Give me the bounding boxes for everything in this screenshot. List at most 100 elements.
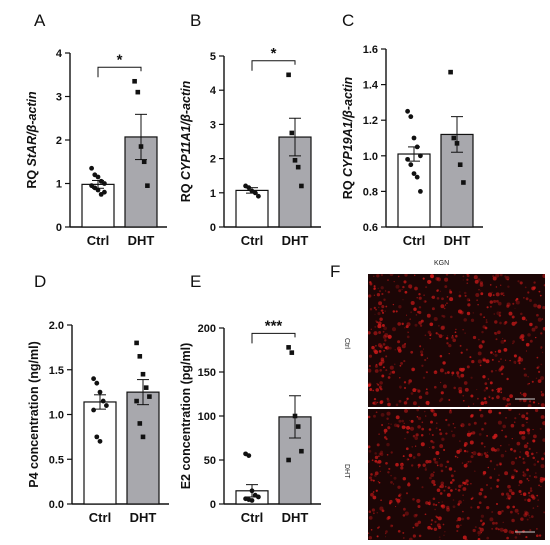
fluorescent-spot: [408, 419, 411, 421]
fluorescent-spot: [502, 424, 507, 429]
fluorescent-spot: [518, 484, 520, 487]
fluorescent-spot: [403, 386, 407, 390]
fluorescent-spot: [394, 363, 396, 365]
fluorescent-spot: [486, 484, 488, 486]
fluorescent-spot: [418, 296, 422, 300]
fluorescent-spot: [396, 424, 400, 428]
fluorescent-spot: [507, 279, 509, 281]
y-tick-label: 0.5: [49, 454, 64, 466]
fluorescent-spot: [498, 314, 502, 317]
fluorescent-spot: [368, 364, 372, 368]
fluorescent-spot: [526, 383, 530, 386]
fluorescent-spot: [529, 529, 532, 532]
fluorescent-spot: [514, 508, 519, 513]
fluorescent-spot: [376, 274, 380, 278]
fluorescent-spot: [542, 274, 545, 278]
fluorescent-spot: [425, 400, 430, 405]
fluorescent-spot: [484, 422, 487, 425]
y-tick-label: 4: [56, 48, 63, 60]
fluorescent-spot: [377, 459, 382, 464]
fluorescent-spot: [425, 286, 428, 289]
fluorescent-spot: [388, 372, 392, 376]
fluorescent-spot: [444, 372, 447, 375]
fluorescent-spot: [419, 324, 423, 327]
fluorescent-spot: [434, 508, 436, 511]
data-point-dht: [143, 385, 149, 390]
fluorescent-spot: [387, 334, 392, 339]
fluorescent-spot: [454, 455, 457, 458]
fluorescent-spot: [420, 353, 424, 357]
fluorescent-spot: [434, 483, 436, 486]
fluorescent-spot: [384, 431, 387, 434]
y-tick-label: 2: [210, 154, 216, 166]
fluorescent-spot: [416, 498, 421, 503]
fluorescent-spot: [464, 332, 466, 334]
fluorescent-spot: [435, 451, 440, 455]
fluorescent-spot: [513, 421, 516, 423]
fluorescent-spot: [457, 488, 461, 492]
fluorescent-spot: [374, 471, 379, 476]
x-tick-label-dht: DHT: [282, 233, 309, 248]
fluorescent-spot: [391, 524, 394, 527]
fluorescent-spot: [504, 435, 508, 438]
fluorescent-spot: [435, 332, 438, 335]
fluorescent-spot: [407, 409, 411, 411]
y-tick-label: 100: [198, 411, 216, 423]
y-tick-label: 5: [210, 51, 216, 63]
fluorescent-spot: [425, 391, 429, 395]
fluorescent-spot: [463, 400, 465, 402]
fluorescent-spot: [526, 421, 528, 424]
fluorescent-spot: [423, 294, 425, 297]
fluorescent-spot: [402, 531, 405, 534]
fluorescent-spot: [413, 513, 418, 518]
fluorescent-spot: [524, 498, 527, 502]
fluorescent-spot: [389, 365, 394, 370]
fluorescent-spot: [390, 451, 393, 454]
fluorescent-spot: [372, 401, 375, 405]
fluorescent-spot: [447, 371, 450, 374]
fluorescent-spot: [377, 383, 380, 386]
fluorescent-spot: [527, 479, 530, 482]
data-point-dht: [454, 141, 460, 146]
fluorescent-spot: [387, 471, 390, 474]
fluorescent-spot: [445, 418, 448, 422]
fluorescent-spot: [390, 474, 392, 477]
fluorescent-spot: [513, 449, 517, 453]
fluorescence-dht: [368, 409, 545, 540]
fluorescent-spot: [406, 314, 408, 316]
fluorescent-spot: [515, 299, 518, 302]
significance-bracket: [251, 60, 296, 71]
data-point-ctrl: [246, 453, 252, 458]
data-point-dht: [140, 371, 146, 377]
fluorescent-spot: [402, 477, 406, 481]
fluorescent-spot: [479, 409, 482, 412]
fluorescent-spot: [408, 453, 413, 458]
fluorescent-spot: [504, 471, 509, 476]
fluorescent-spot: [378, 350, 382, 353]
y-tick-label: 0: [56, 222, 62, 234]
fluorescent-spot: [478, 534, 480, 537]
fluorescent-spot: [491, 397, 494, 400]
y-tick-label: 1.4: [363, 80, 379, 92]
fluorescent-spot: [522, 392, 527, 397]
fluorescent-spot: [410, 311, 413, 314]
fluorescent-spot: [470, 455, 474, 459]
fluorescent-spot: [379, 317, 383, 322]
x-tick-label-ctrl: Ctrl: [241, 233, 263, 248]
fluorescent-spot: [535, 534, 539, 538]
fluorescent-spot: [493, 433, 498, 438]
fluorescent-spot: [404, 511, 409, 516]
fluorescent-spot: [533, 463, 537, 466]
fluorescent-spot: [489, 381, 493, 385]
fluorescent-spot: [491, 358, 494, 361]
fluorescent-spot: [473, 421, 477, 425]
fluorescent-spot: [378, 452, 382, 456]
fluorescent-spot: [451, 334, 454, 337]
fluorescent-spot: [466, 432, 471, 437]
fluorescent-spot: [500, 454, 505, 458]
fluorescent-spot: [498, 474, 500, 476]
fluorescent-spot: [379, 387, 382, 390]
fluorescent-spot: [528, 447, 531, 450]
y-tick-label: 4: [210, 85, 217, 97]
y-tick-label: 0: [210, 499, 216, 511]
